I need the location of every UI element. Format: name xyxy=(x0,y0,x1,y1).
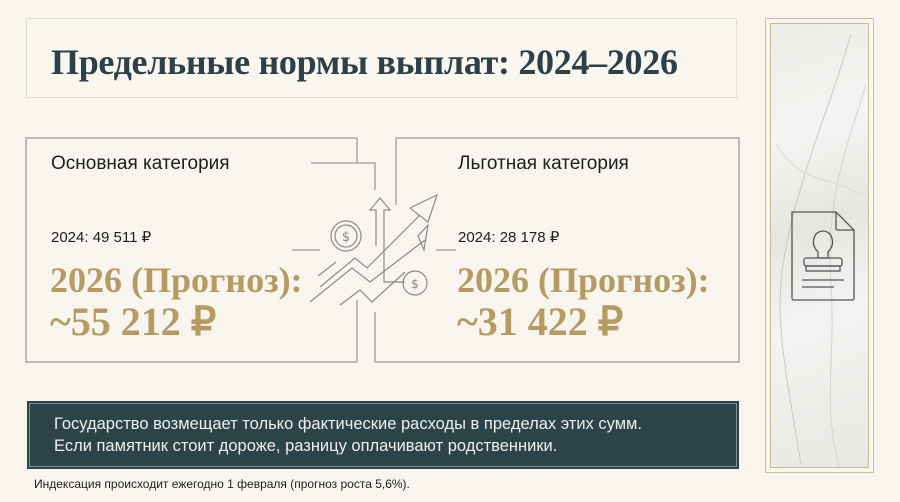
svg-text:$: $ xyxy=(342,230,350,245)
card-frame-lines xyxy=(25,137,740,363)
card-main-2024: 2024: 49 511 ₽ xyxy=(51,229,152,246)
note-line-1: Государство возмещает только фактические… xyxy=(54,415,642,433)
card-preferential-forecast-label: 2026 (Прогноз): xyxy=(457,260,710,300)
card-preferential-forecast-value: ~31 422 ₽ xyxy=(457,299,624,344)
marble-veins xyxy=(775,33,867,467)
card-main-forecast-label: 2026 (Прогноз): xyxy=(50,260,303,300)
card-main-label: Основная категория xyxy=(51,153,230,174)
page-title: Предельные нормы выплат: 2024–2026 xyxy=(51,42,678,82)
title-box: Предельные нормы выплат: 2024–2026 xyxy=(26,18,737,98)
info-note: Государство возмещает только фактические… xyxy=(27,401,739,469)
note-line-2: Если памятник стоит дороже, разницу опла… xyxy=(54,437,558,455)
card-preferential-2024: 2024: 28 178 ₽ xyxy=(458,229,560,246)
card-preferential-label: Льготная категория xyxy=(458,153,629,174)
marble-side-panel xyxy=(765,18,874,473)
footnote: Индексация происходит ежегодно 1 февраля… xyxy=(34,477,410,491)
growth-arrows-dollar-icon: $ $ xyxy=(309,193,439,306)
svg-text:$: $ xyxy=(411,277,419,291)
stamp-document-icon xyxy=(791,211,855,301)
card-main-forecast-value: ~55 212 ₽ xyxy=(50,299,217,344)
